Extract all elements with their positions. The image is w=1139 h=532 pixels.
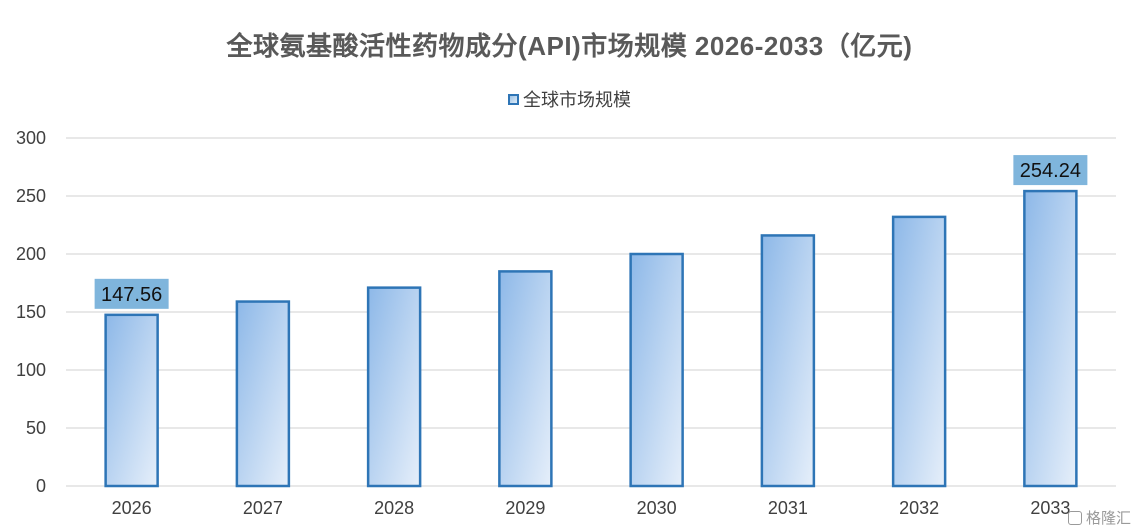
x-tick-label: 2027 <box>243 498 283 518</box>
bars <box>104 189 1078 488</box>
data-label: 147.56 <box>94 278 169 309</box>
legend-swatch <box>508 93 519 105</box>
x-tick-label: 2033 <box>1030 498 1070 518</box>
x-tick-label: 2031 <box>768 498 808 518</box>
chart-title: 全球氨基酸活性药物成分(API)市场规模 2026-2033（亿元) <box>226 31 913 61</box>
bar <box>891 215 947 488</box>
y-tick-label: 0 <box>36 476 46 496</box>
data-label-text: 254.24 <box>1020 160 1081 182</box>
data-label-text: 147.56 <box>101 284 162 306</box>
x-tick-label: 2032 <box>899 498 939 518</box>
y-tick-label: 150 <box>16 302 46 322</box>
legend: 全球市场规模 <box>0 86 1139 112</box>
x-tick-label: 2028 <box>374 498 414 518</box>
bar <box>235 300 291 488</box>
x-tick-label: 2026 <box>112 498 152 518</box>
x-axis-ticks: 2026 2027 2028 2029 2030 2031 2032 2033 <box>112 498 1071 518</box>
bar <box>760 234 816 488</box>
y-axis-ticks: 0 50 100 150 200 250 300 <box>16 128 46 496</box>
bar <box>1023 189 1078 488</box>
y-tick-label: 250 <box>16 186 46 206</box>
grid-lines <box>66 137 1116 487</box>
gelonghui-logo-icon <box>1067 510 1082 525</box>
bar <box>498 270 553 488</box>
x-tick-label: 2030 <box>637 498 677 518</box>
x-tick-label: 2029 <box>505 498 545 518</box>
watermark-text: 格隆汇 <box>1085 510 1131 527</box>
watermark: 格隆汇 <box>1067 507 1131 528</box>
data-labels: 147.56 254.24 <box>94 155 1088 309</box>
legend-label: 全球市场规模 <box>523 90 631 110</box>
bar <box>629 252 684 488</box>
y-tick-label: 300 <box>16 128 46 148</box>
bar <box>104 313 159 488</box>
bar <box>366 286 422 488</box>
data-label-background <box>1013 155 1088 186</box>
data-label-background <box>94 278 169 309</box>
y-tick-label: 50 <box>26 418 46 438</box>
y-tick-label: 200 <box>16 244 46 264</box>
data-label: 254.24 <box>1013 155 1088 186</box>
y-tick-label: 100 <box>16 360 46 380</box>
